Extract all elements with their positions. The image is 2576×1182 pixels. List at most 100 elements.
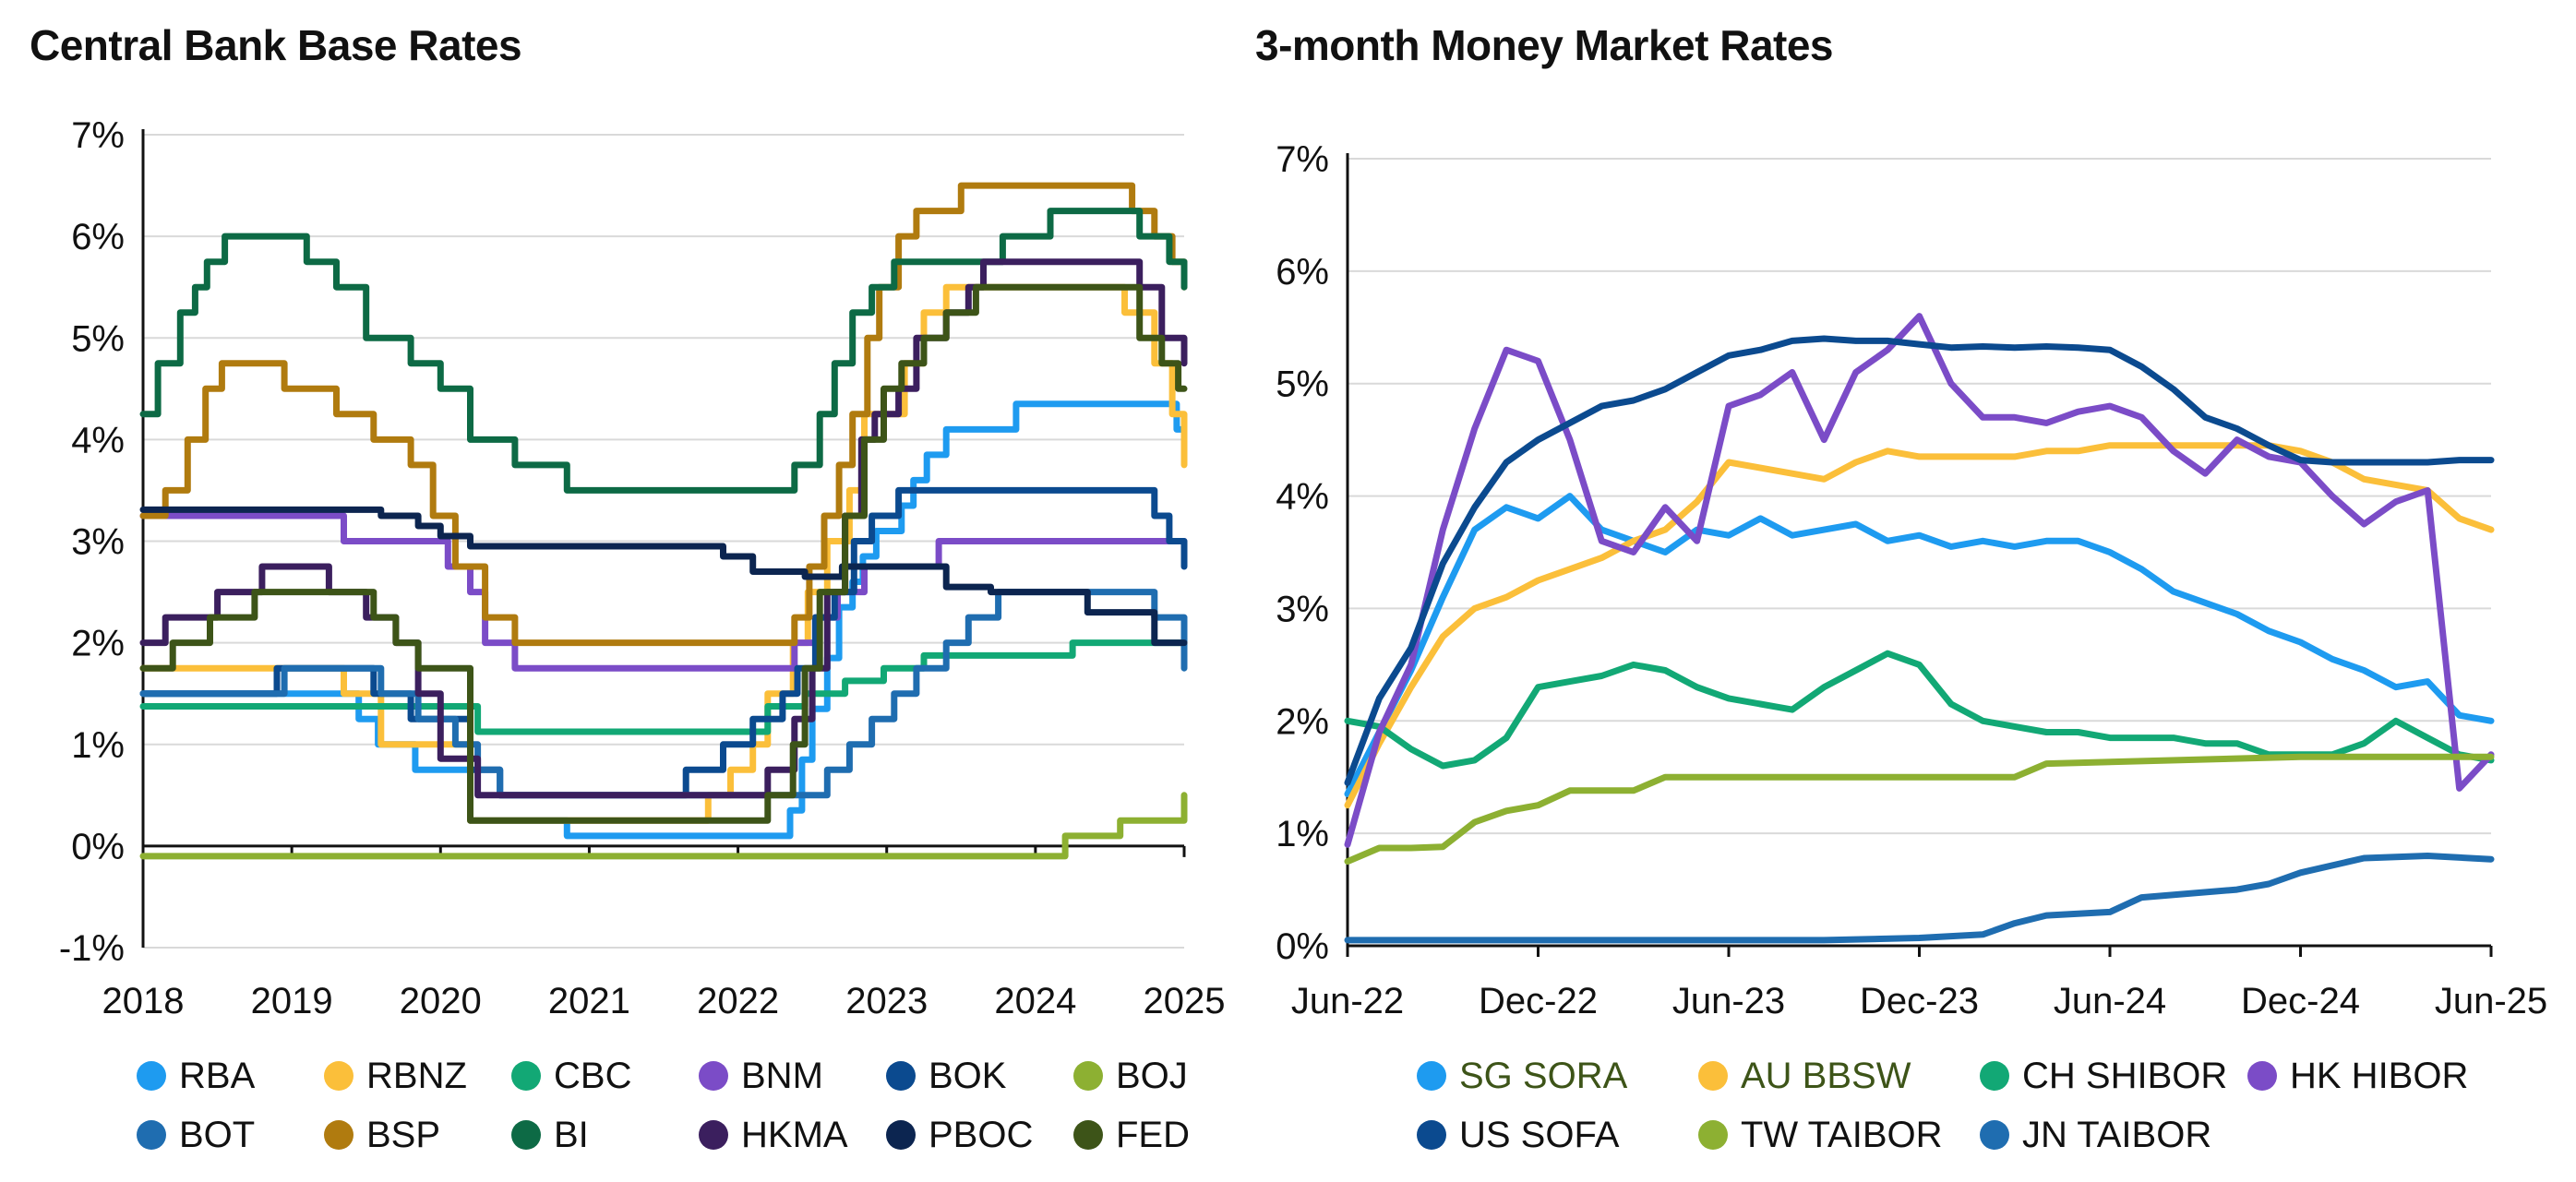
- series-line-ch-shibor: [1344, 650, 2495, 770]
- x-tick-label: 2024: [994, 981, 1076, 1021]
- legend-swatch: [699, 1061, 728, 1091]
- legend-label: CH SHIBOR: [2022, 1056, 2228, 1096]
- x-tick-label: Jun-25: [2435, 981, 2547, 1021]
- x-tick-label: 2018: [102, 981, 185, 1021]
- y-tick-label: 5%: [1276, 364, 1329, 405]
- x-tick-label: 2019: [251, 981, 333, 1021]
- legend-label: BNM: [741, 1056, 823, 1096]
- series-line-fed: [139, 283, 1188, 824]
- legend-swatch: [1980, 1061, 2009, 1091]
- y-tick-label: 4%: [1276, 477, 1329, 518]
- legend-label: SG SORA: [1459, 1056, 1628, 1096]
- series-line-jn-taibor: [1344, 853, 2495, 944]
- plot-area-left: -1% 0% 1% 2% 3% 4% 5% 6% 7% 2018 2019 2020 2021 2022 2…: [59, 115, 1226, 1021]
- y-tick-label: 0%: [1276, 926, 1329, 967]
- legend-label: TW TAIBOR: [1741, 1115, 1943, 1155]
- series-line-bi: [139, 208, 1188, 494]
- series-line-au-bbsw: [1344, 442, 2495, 809]
- legend-swatch: [324, 1061, 353, 1091]
- legend-swatch: [1698, 1120, 1728, 1150]
- legend-swatch: [511, 1120, 541, 1150]
- y-tick-label: 5%: [71, 318, 125, 359]
- legend-swatch: [1073, 1120, 1103, 1150]
- legend-item: HKMA: [699, 1113, 886, 1157]
- legend-item: JN TAIBOR: [1980, 1113, 2247, 1157]
- series-line-cbc: [139, 639, 1188, 735]
- y-tick-label: -1%: [59, 928, 125, 969]
- legend-label: RBNZ: [366, 1056, 467, 1096]
- legend-item: RBNZ: [324, 1054, 511, 1098]
- x-tick-label: Dec-24: [2241, 981, 2360, 1021]
- series-line-bot: [139, 589, 1188, 799]
- legend-item: BSP: [324, 1113, 511, 1157]
- legend-label: PBOC: [929, 1115, 1034, 1155]
- legend-label: BI: [554, 1115, 589, 1155]
- y-tick-label: 0%: [71, 827, 125, 867]
- legend-swatch: [511, 1061, 541, 1091]
- y-tick-label: 1%: [71, 725, 125, 766]
- y-tick-label: 7%: [71, 115, 125, 156]
- legend-swatch: [699, 1120, 728, 1150]
- x-tick-label: 2022: [697, 981, 779, 1021]
- legend-swatch: [886, 1061, 916, 1091]
- x-tick-label: Jun-22: [1291, 981, 1404, 1021]
- x-tick-label: Jun-24: [2054, 981, 2166, 1021]
- series-line-sg-sora: [1344, 493, 2495, 797]
- legend-swatch: [1073, 1061, 1103, 1091]
- series-line-hk-hibor: [1344, 313, 2495, 848]
- series-line-bsp: [139, 182, 1188, 647]
- x-tick-label: 2023: [845, 981, 928, 1021]
- legend-swatch: [137, 1120, 166, 1150]
- legend-item: TW TAIBOR: [1698, 1113, 1980, 1157]
- x-tick-label: Dec-22: [1479, 981, 1598, 1021]
- legend-item: FED: [1073, 1113, 1261, 1157]
- legend-label: BOT: [179, 1115, 256, 1155]
- legend-label: US SOFA: [1459, 1115, 1620, 1155]
- legend-label: HK HIBOR: [2290, 1056, 2469, 1096]
- y-tick-label: 3%: [1276, 589, 1329, 629]
- x-tick-label: 2021: [548, 981, 630, 1021]
- legend-item: RBA: [137, 1054, 324, 1098]
- legend-swatch: [886, 1120, 916, 1150]
- legend-item: CH SHIBOR: [1980, 1054, 2247, 1098]
- series-line-bok: [139, 486, 1188, 799]
- series-line-hkma: [139, 258, 1188, 799]
- y-tick-label: 2%: [1276, 701, 1329, 742]
- series-line-rbnz: [139, 283, 1188, 824]
- legend-item: BOJ: [1073, 1054, 1261, 1098]
- series-line-bnm: [139, 512, 1188, 672]
- legend-label: AU BBSW: [1741, 1056, 1911, 1096]
- y-tick-label: 1%: [1276, 814, 1329, 854]
- x-tick-label: Jun-23: [1672, 981, 1785, 1021]
- legend-swatch: [2247, 1061, 2277, 1091]
- legend-item: BNM: [699, 1054, 886, 1098]
- legend-label: HKMA: [741, 1115, 848, 1155]
- legend-label: BOK: [929, 1056, 1007, 1096]
- legend-swatch: [1698, 1061, 1728, 1091]
- legend-label: CBC: [554, 1056, 632, 1096]
- legend-item: HK HIBOR: [2247, 1054, 2543, 1098]
- legend-label: JN TAIBOR: [2022, 1115, 2212, 1155]
- chart-title-right: 3-month Money Market Rates: [1255, 21, 1834, 69]
- legend-swatch: [1417, 1120, 1446, 1150]
- legend-label: RBA: [179, 1056, 256, 1096]
- x-tick-label: 2020: [400, 981, 482, 1021]
- series-line-rba: [139, 400, 1188, 840]
- y-tick-label: 4%: [71, 420, 125, 460]
- legend-item: US SOFA: [1417, 1113, 1698, 1157]
- legend-item: PBOC: [886, 1113, 1073, 1157]
- legend-item: BOT: [137, 1113, 324, 1157]
- series-line-boj: [139, 792, 1188, 860]
- legend-swatch: [137, 1061, 166, 1091]
- series-line-pboc: [139, 506, 1188, 647]
- legend-label: BSP: [366, 1115, 441, 1155]
- legend-item: AU BBSW: [1698, 1054, 1980, 1098]
- legend-label: BOJ: [1116, 1056, 1188, 1096]
- legend-swatch: [1417, 1061, 1446, 1091]
- legend-label: FED: [1116, 1115, 1190, 1155]
- y-tick-label: 7%: [1276, 139, 1329, 180]
- x-tick-label: 2025: [1144, 981, 1226, 1021]
- series-line-us-sofa: [1344, 335, 2495, 786]
- legend-left: RBA RBNZ CBC BNM BOK BOJ BOT BSP BI HKMA PBOC FED: [137, 1054, 1261, 1157]
